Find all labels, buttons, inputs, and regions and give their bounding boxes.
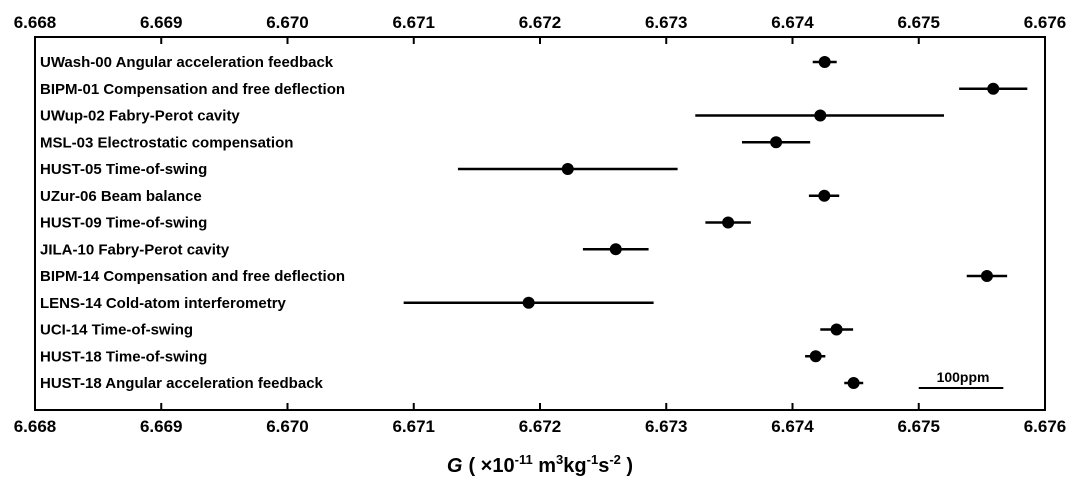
x-tick-label-top: 6.673 [645,13,688,32]
x-tick-label-bottom: 6.673 [645,417,688,436]
row-label: HUST-18 Time-of-swing [40,348,207,365]
row-label: UZur-06 Beam balance [40,188,202,205]
data-point [722,216,735,229]
data-point [830,323,843,336]
x-tick-label-top: 6.668 [14,13,57,32]
x-tick-label-bottom: 6.674 [771,417,814,436]
data-row: HUST-18 Angular acceleration feedback [40,375,864,392]
data-points: UWash-00 Angular acceleration feedback BI… [40,54,1028,392]
row-label: UCI-14 Time-of-swing [40,322,193,339]
x-tick-label-top: 6.676 [1024,13,1067,32]
x-tick-label-bottom: 6.675 [897,417,940,436]
row-label: BIPM-14 Compensation and free deflection [40,268,345,285]
axis-ticks: 6.668 6.668 6.669 6.669 6.670 6.670 6.671 6.671… [14,13,1067,436]
x-tick-label-top: 6.675 [897,13,940,32]
data-row: JILA-10 Fabry-Perot cavity [40,241,649,258]
x-axis-title: G( ×10-11 m3kg-1s-2 ) [447,452,633,477]
row-label: BIPM-01 Compensation and free deflection [40,81,345,98]
x-axis-open: ( ×10 [468,455,514,477]
row-label: LENS-14 Cold-atom interferometry [40,295,287,312]
data-row: BIPM-01 Compensation and free deflection [40,81,1028,98]
data-point [609,243,622,256]
row-label: JILA-10 Fabry-Perot cavity [40,241,230,258]
data-row: HUST-18 Time-of-swing [40,348,826,365]
x-tick-label-bottom: 6.669 [140,417,183,436]
data-point [770,136,783,149]
x-tick-label-bottom: 6.672 [519,417,562,436]
x-tick-label-bottom: 6.668 [14,417,57,436]
x-axis-exp1: -11 [515,452,533,467]
x-axis-symbol: G [447,455,463,477]
data-point [561,163,574,175]
x-tick-label-top: 6.671 [392,13,435,32]
x-axis-close: ) [621,455,633,477]
row-label: HUST-09 Time-of-swing [40,215,207,232]
data-row: UZur-06 Beam balance [40,188,840,205]
data-row: UWup-02 Fabry-Perot cavity [40,108,944,125]
x-tick-label-top: 6.670 [266,13,309,32]
scale-bar: 100ppm [918,369,1004,389]
x-axis-exp4: -2 [609,452,621,467]
x-tick-label-bottom: 6.671 [392,417,435,436]
data-row: BIPM-14 Compensation and free deflection [40,268,1008,285]
data-point [814,109,827,122]
row-label: HUST-18 Angular acceleration feedback [40,375,324,392]
x-axis-exp2: 3 [556,452,563,467]
x-tick-label-top: 6.674 [771,13,814,32]
data-row: UWash-00 Angular acceleration feedback [40,54,837,71]
data-row: HUST-05 Time-of-swing [40,161,678,178]
data-point [980,270,993,282]
scale-bar-label: 100ppm [937,369,990,385]
x-axis-exp3: -1 [587,452,599,467]
data-row: HUST-09 Time-of-swing [40,215,751,232]
data-point [818,189,831,202]
data-point [847,377,860,389]
row-label: UWash-00 Angular acceleration feedback [40,54,334,71]
x-tick-label-bottom: 6.676 [1024,417,1067,436]
x-tick-label-top: 6.672 [519,13,562,32]
x-axis-unit2: kg [563,455,586,477]
row-label: UWup-02 Fabry-Perot cavity [40,108,240,125]
data-point [987,82,1000,95]
data-row: UCI-14 Time-of-swing [40,322,854,339]
x-tick-label-top: 6.669 [140,13,183,32]
data-row: MSL-03 Electrostatic compensation [40,134,811,151]
data-row: LENS-14 Cold-atom interferometry [40,295,654,312]
data-point [818,56,831,68]
data-point [522,296,535,309]
x-tick-label-bottom: 6.670 [266,417,309,436]
x-axis-unit3: s [598,455,609,477]
x-axis-unit1: m [533,455,556,477]
data-point [809,350,822,363]
row-label: MSL-03 Electrostatic compensation [40,134,293,151]
row-label: HUST-05 Time-of-swing [40,161,207,178]
